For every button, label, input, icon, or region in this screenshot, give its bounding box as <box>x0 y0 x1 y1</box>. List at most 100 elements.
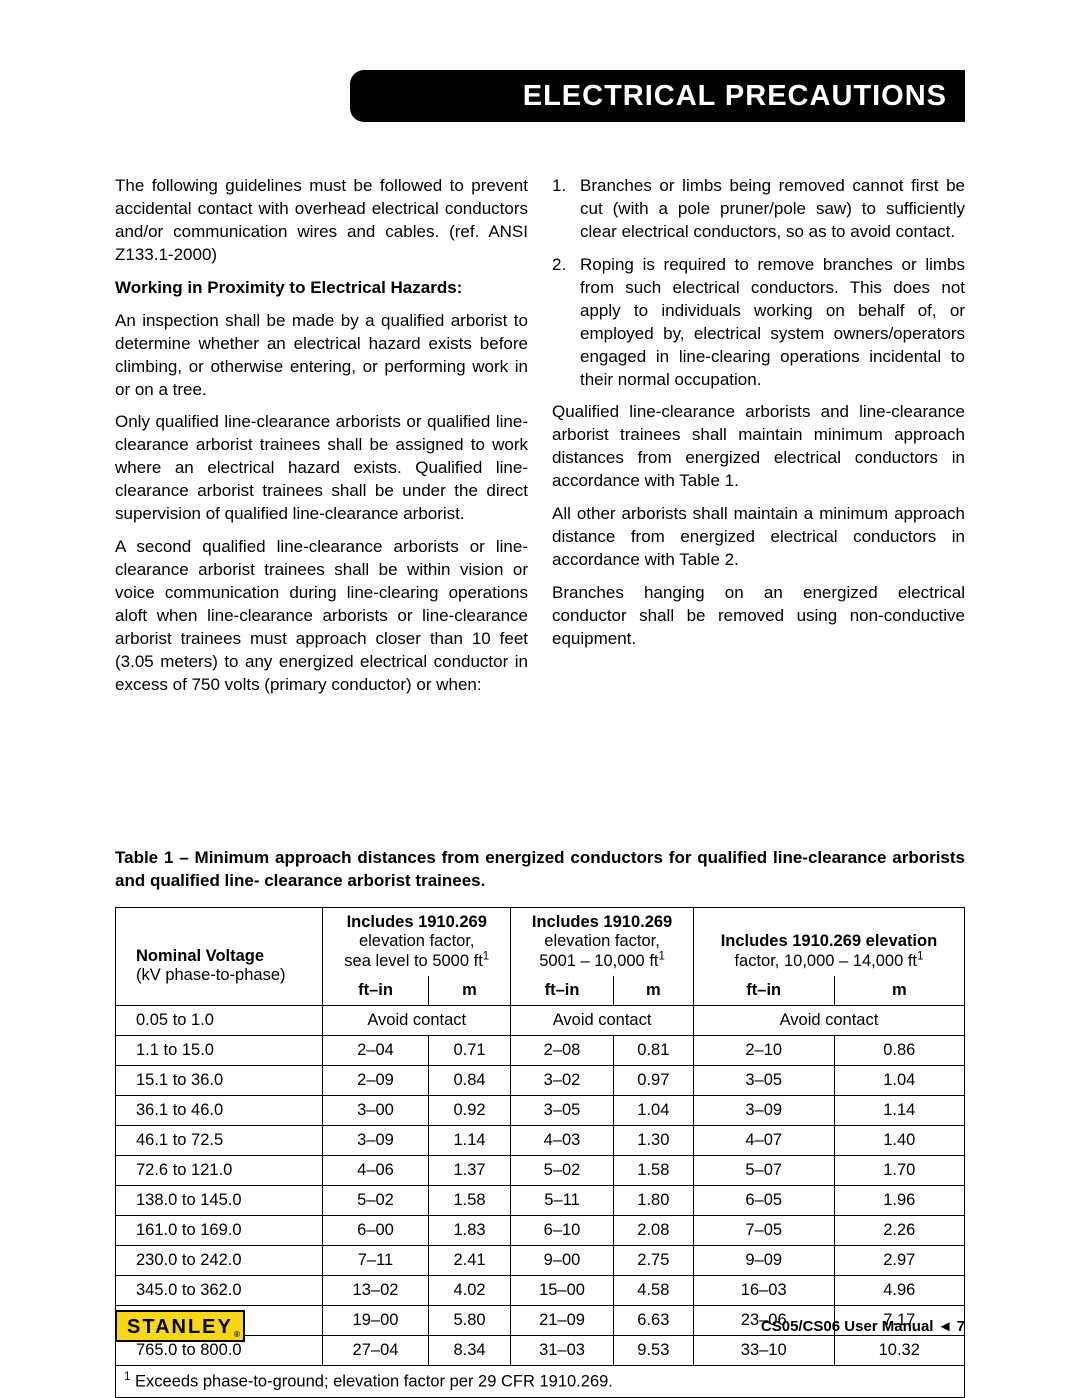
table-cell: 5–11 <box>511 1186 614 1216</box>
page-content: The following guidelines must be followe… <box>115 175 965 1398</box>
table-cell: 3–09 <box>693 1096 834 1126</box>
table-row: 36.1 to 46.03–000.923–051.043–091.14 <box>116 1096 965 1126</box>
table-cell: 1.04 <box>613 1096 693 1126</box>
table-header: Includes 1910.269 elevation factor, 10,0… <box>693 907 964 976</box>
header-text: elevation factor, <box>544 932 660 950</box>
table-cell: 4.02 <box>428 1276 510 1306</box>
header-text: Nominal Voltage <box>136 947 264 965</box>
table-cell: Avoid contact <box>511 1006 694 1036</box>
table-caption: Table 1 – Minimum approach distances fro… <box>115 847 965 893</box>
table-row: 161.0 to 169.06–001.836–102.087–052.26 <box>116 1216 965 1246</box>
table-cell: 1.58 <box>613 1156 693 1186</box>
table-cell: 4–07 <box>693 1126 834 1156</box>
table-cell: 1.04 <box>834 1066 964 1096</box>
header-text: Includes 1910.269 <box>532 913 672 931</box>
table-cell: 2–08 <box>511 1036 614 1066</box>
table-header: m <box>834 976 964 1006</box>
table-row: 46.1 to 72.53–091.144–031.304–071.40 <box>116 1126 965 1156</box>
table-cell: 15.1 to 36.0 <box>116 1066 323 1096</box>
table-header: m <box>613 976 693 1006</box>
table-header-row: Nominal Voltage (kV phase-to-phase) Incl… <box>116 907 965 976</box>
table-cell: 2.75 <box>613 1246 693 1276</box>
table-cell: 1.37 <box>428 1156 510 1186</box>
header-text: factor, 10,000 – 14,000 ft1 <box>734 952 923 970</box>
table-cell: 5–07 <box>693 1156 834 1186</box>
header-text: (kV phase-to-phase) <box>136 966 286 984</box>
list-text: Branches or limbs being removed cannot f… <box>580 175 965 244</box>
table-cell: 6–00 <box>323 1216 429 1246</box>
table-footnote-row: 1 Exceeds phase-to-ground; elevation fac… <box>116 1366 965 1398</box>
registered-mark: ® <box>234 1331 242 1339</box>
right-column: 1.Branches or limbs being removed cannot… <box>552 175 965 707</box>
table-cell: 4–06 <box>323 1156 429 1186</box>
table-header: Includes 1910.269 elevation factor, sea … <box>323 907 511 976</box>
table-cell: 1.14 <box>834 1096 964 1126</box>
list-number: 2. <box>552 254 580 392</box>
table-cell: 3–09 <box>323 1126 429 1156</box>
table-cell: 2.26 <box>834 1216 964 1246</box>
table-cell: 3–00 <box>323 1096 429 1126</box>
table-cell: 1.30 <box>613 1126 693 1156</box>
table-cell: 0.86 <box>834 1036 964 1066</box>
body-paragraph: Only qualified line-clearance arborists … <box>115 411 528 526</box>
table-cell: 0.71 <box>428 1036 510 1066</box>
table-cell: 2–04 <box>323 1036 429 1066</box>
table-cell: 1.96 <box>834 1186 964 1216</box>
table-cell: 1.58 <box>428 1186 510 1216</box>
header-text: sea level to 5000 ft1 <box>344 952 489 970</box>
table-cell: 3–05 <box>693 1066 834 1096</box>
table-cell: 6–05 <box>693 1186 834 1216</box>
table-cell: 1.83 <box>428 1216 510 1246</box>
table-cell: 0.97 <box>613 1066 693 1096</box>
table-cell: 345.0 to 362.0 <box>116 1276 323 1306</box>
body-paragraph: A second qualified line-clearance arbori… <box>115 536 528 697</box>
table-cell: 2.41 <box>428 1246 510 1276</box>
table-header: Includes 1910.269 elevation factor, 5001… <box>511 907 694 976</box>
table-row: 345.0 to 362.013–024.0215–004.5816–034.9… <box>116 1276 965 1306</box>
body-paragraph: An inspection shall be made by a qualifi… <box>115 310 528 402</box>
table-cell: Avoid contact <box>323 1006 511 1036</box>
intro-paragraph: The following guidelines must be followe… <box>115 175 528 267</box>
table-cell: 1.14 <box>428 1126 510 1156</box>
logo-text: STANLEY <box>127 1316 233 1338</box>
list-item: 1.Branches or limbs being removed cannot… <box>552 175 965 244</box>
table-row: 72.6 to 121.04–061.375–021.585–071.70 <box>116 1156 965 1186</box>
left-column: The following guidelines must be followe… <box>115 175 528 707</box>
table-cell: 16–03 <box>693 1276 834 1306</box>
page-title: ELECTRICAL PRECAUTIONS <box>523 80 947 113</box>
header-text: elevation factor, <box>359 932 475 950</box>
table-cell: 2.08 <box>613 1216 693 1246</box>
table-row: 138.0 to 145.05–021.585–111.806–051.96 <box>116 1186 965 1216</box>
table-cell: 2–09 <box>323 1066 429 1096</box>
table-cell: Avoid contact <box>693 1006 964 1036</box>
table-cell: 2–10 <box>693 1036 834 1066</box>
header-bar: ELECTRICAL PRECAUTIONS <box>350 70 965 122</box>
list-number: 1. <box>552 175 580 244</box>
header-text: Includes 1910.269 elevation <box>721 932 937 950</box>
list-text: Roping is required to remove branches or… <box>580 254 965 392</box>
table-footnote: 1 Exceeds phase-to-ground; elevation fac… <box>116 1366 965 1398</box>
table-cell: 5–02 <box>323 1186 429 1216</box>
table-cell: 1.40 <box>834 1126 964 1156</box>
body-paragraph: Qualified line-clearance arborists and l… <box>552 401 965 493</box>
table-row: 1.1 to 15.02–040.712–080.812–100.86 <box>116 1036 965 1066</box>
table-header: ft–in <box>511 976 614 1006</box>
table-cell: 15–00 <box>511 1276 614 1306</box>
table-cell: 230.0 to 242.0 <box>116 1246 323 1276</box>
table-cell: 36.1 to 46.0 <box>116 1096 323 1126</box>
numbered-list: 1.Branches or limbs being removed cannot… <box>552 175 965 391</box>
table-cell: 0.84 <box>428 1066 510 1096</box>
body-paragraph: Branches hanging on an energized electri… <box>552 582 965 651</box>
table-cell: 138.0 to 145.0 <box>116 1186 323 1216</box>
table-header: ft–in <box>323 976 429 1006</box>
table-cell: 72.6 to 121.0 <box>116 1156 323 1186</box>
table-cell: 1.80 <box>613 1186 693 1216</box>
table-cell: 13–02 <box>323 1276 429 1306</box>
table-cell: 0.05 to 1.0 <box>116 1006 323 1036</box>
table-row: 0.05 to 1.0Avoid contactAvoid contactAvo… <box>116 1006 965 1036</box>
table-cell: 4.96 <box>834 1276 964 1306</box>
list-item: 2.Roping is required to remove branches … <box>552 254 965 392</box>
footer-text: CS05/CS06 User Manual ◄ 7 <box>761 1318 965 1335</box>
table-cell: 4.58 <box>613 1276 693 1306</box>
table-cell: 9–00 <box>511 1246 614 1276</box>
